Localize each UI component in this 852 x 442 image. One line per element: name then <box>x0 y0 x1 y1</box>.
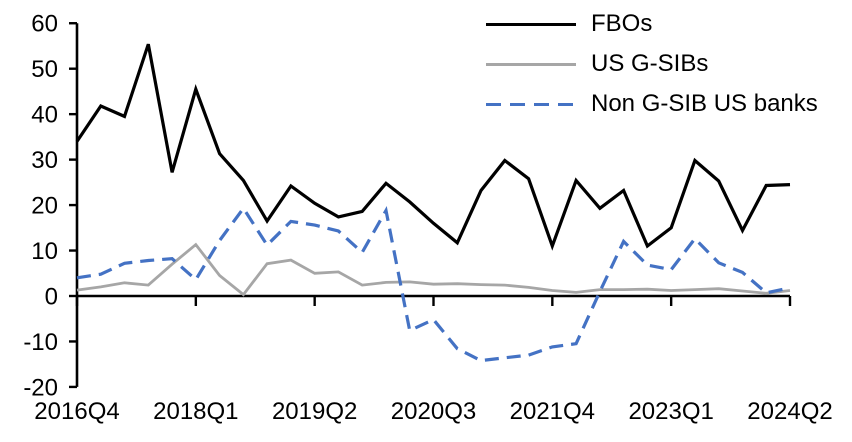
y-axis-tick-label: 60 <box>31 11 58 38</box>
y-axis-tick-label: 0 <box>45 284 58 311</box>
x-axis-tick-label: 2021Q4 <box>510 398 595 425</box>
x-axis-tick-label: 2016Q4 <box>34 398 119 425</box>
legend-line-fbos <box>486 22 576 26</box>
legend-line-non-gsib <box>486 102 576 106</box>
series-line-fbos <box>75 43 791 251</box>
legend-label-fbos: FBOs <box>591 10 653 37</box>
x-axis-tick-label: 2024Q2 <box>747 398 832 425</box>
legend-label-non-gsib: Non G-SIB US banks <box>591 90 818 117</box>
legend-item-us-gsibs: US G-SIBs <box>486 44 852 84</box>
y-axis-tick-label: 40 <box>31 102 58 129</box>
x-axis-tick-label: 2023Q1 <box>628 398 713 425</box>
x-axis-tick-label: 2018Q1 <box>153 398 238 425</box>
x-axis-tick-label: 2019Q2 <box>272 398 357 425</box>
y-axis-tick-label: 10 <box>31 238 58 265</box>
y-axis-tick-label: 20 <box>31 193 58 220</box>
legend-line-us-gsibs <box>486 62 576 66</box>
legend-item-fbos: FBOs <box>486 4 852 44</box>
series-line-us-g-sibs <box>76 242 791 297</box>
x-axis-tick-label: 2020Q3 <box>391 398 476 425</box>
legend-item-non-gsib: Non G-SIB US banks <box>486 84 852 124</box>
y-axis-tick-label: -20 <box>23 374 58 401</box>
y-axis-tick-label: 50 <box>31 56 58 83</box>
legend: FBOs US G-SIBs Non G-SIB US banks <box>486 4 852 124</box>
y-axis-tick-label: 30 <box>31 147 58 174</box>
y-axis-tick-label: -10 <box>23 329 58 356</box>
legend-label-us-gsibs: US G-SIBs <box>591 50 709 77</box>
